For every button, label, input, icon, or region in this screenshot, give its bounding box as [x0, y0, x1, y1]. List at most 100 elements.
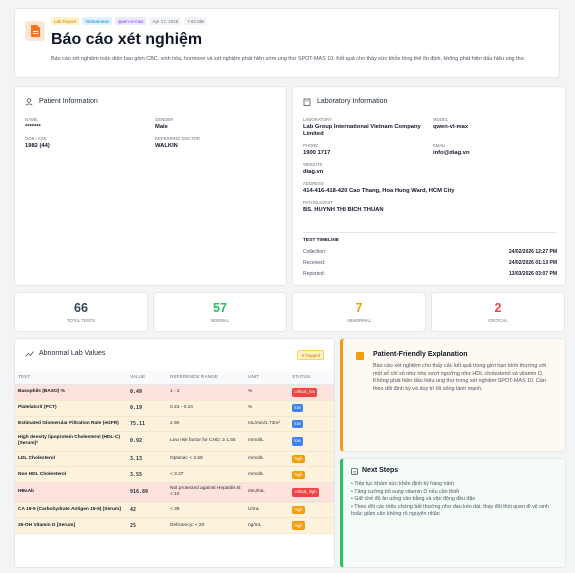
unit: mmol/L	[245, 431, 289, 452]
field-label: WEBSITE	[303, 162, 323, 167]
unit: mmol/L	[245, 466, 289, 484]
table-row: Non HDL Cholesterol 3.55 < 3.37 mmol/L high	[15, 466, 334, 484]
test-value: 0.49	[127, 384, 167, 401]
unit: mIU/mL	[245, 482, 289, 503]
status-badge: low	[292, 403, 304, 413]
field-label: PHONE	[303, 143, 319, 148]
next-step: Theo dõi các triệu chứng bất thường như …	[351, 504, 556, 519]
table-row: CA 19-9 (Carbohydrate Antigen 19-9) [Ser…	[15, 502, 334, 519]
test-value: 0.92	[127, 431, 167, 452]
field: EMAIL info@diag.vn	[433, 143, 563, 157]
test-name: Estimated Glomerular Filtration Rate (eG…	[15, 416, 127, 433]
field-label: REFERRING DOCTOR	[155, 136, 201, 141]
table-row: Basophils (BASO) % 0.49 1 - 2% critical_low	[15, 384, 334, 401]
timeline-value: 24/02/2026 12:27 PM	[508, 249, 557, 255]
test-name: Basophils (BASO) %	[15, 384, 127, 401]
table-header: TEST VALUE REFERENCE RANGE UNIT STATUS	[15, 371, 334, 385]
stat-card: 2 CRITICAL	[431, 292, 565, 332]
explanation-card: Patient-Friendly Explanation Báo cáo xét…	[340, 338, 566, 452]
field-value: info@diag.vn	[433, 150, 470, 156]
column-header: REFERENCE RANGE	[167, 371, 245, 385]
card-title: Laboratory Information	[317, 98, 388, 105]
test-value: 75.11	[127, 416, 167, 433]
timeline-label: Collection:	[303, 249, 327, 255]
table-body: Basophils (BASO) % 0.49 1 - 2% critical_low…	[15, 384, 334, 534]
field-label: NAME	[25, 117, 38, 122]
card-title: Abnormal Lab Values	[39, 350, 106, 357]
stat-card: 57 NORMAL	[153, 292, 287, 332]
test-value: 42	[127, 502, 167, 519]
unit: ng/mL	[245, 517, 289, 534]
next-step: Tiếp tục khám sức khỏe định kỳ hàng năm	[351, 481, 556, 489]
header-card: Lab Report Vietnamese qwen-vl-max Apr 17, 2…	[14, 8, 560, 78]
table-row: Estimated Glomerular Filtration Rate (eG…	[15, 416, 334, 433]
flagged-badge: 9 flagged	[297, 350, 324, 360]
field-value: 1900 1717	[303, 150, 331, 156]
patient-card: Patient Information NAME ******* GENDER Mal…	[14, 86, 287, 286]
field: MODEL qwen-vl-max	[433, 117, 563, 138]
field: GENDER Male	[155, 117, 285, 131]
status-badge: low	[292, 419, 304, 429]
reference-range: ≥ 90	[167, 416, 245, 433]
column-header: UNIT	[245, 371, 289, 385]
field-label: LABORATORY	[303, 117, 332, 122]
field: DOB / AGE 1982 (44)	[25, 136, 155, 150]
test-name: Platelatcrit (PCT)	[15, 400, 127, 417]
table-row: Platelatcrit (PCT) 0.19 0.23 - 0.24% low	[15, 400, 334, 417]
field: ADDRESS 414-416-418-420 Cao Thang, Hoa Hu…	[303, 181, 563, 195]
test-value: 3.13	[127, 451, 167, 468]
test-value: 25	[127, 517, 167, 534]
timeline-label: Received:	[303, 260, 326, 266]
field-label: EMAIL	[433, 143, 446, 148]
stat-card: 66 TOTAL TESTS	[14, 292, 148, 332]
status-cell: high	[289, 517, 334, 534]
stat-value: 57	[213, 301, 227, 315]
test-name: CA 19-9 (Carbohydrate Antigen 19-9) [Ser…	[15, 502, 127, 519]
reference-range: < 39	[167, 502, 245, 519]
reference-range: Not protected against Hepatitis B: < 10	[167, 482, 245, 503]
card-title: Patient Information	[39, 98, 98, 105]
column-header: TEST	[15, 371, 127, 385]
reference-range: Optimal: < 2.59	[167, 451, 245, 468]
test-name: HBsAb	[15, 482, 127, 503]
status-badge: high	[292, 470, 305, 479]
reference-range: Deficiency: < 20	[167, 517, 245, 534]
field-label: PATHOLOGIST	[303, 200, 333, 205]
timeline-row: Collection: 24/02/2026 12:27 PM	[303, 249, 557, 260]
field-value: 414-416-418-420 Cao Thang, Hoa Hung Ward…	[303, 188, 455, 194]
field-value: Male	[155, 124, 168, 130]
table-row: HBsAb 916.89 Not protected against Hepatit…	[15, 482, 334, 503]
status-badge: high	[292, 521, 305, 530]
table-row: High density lipoprotein Cholesterol (HD…	[15, 431, 334, 452]
status-badge: critical_high	[292, 488, 320, 497]
field: PATHOLOGIST BS. HUYNH THI BICH THUAN	[303, 200, 563, 214]
abnormal-card: Abnormal Lab Values 9 flagged TEST VALUE R…	[14, 338, 335, 568]
report-description: Báo cáo xét nghiệm toàn diện bao gồm CBC…	[51, 56, 526, 62]
field-value: Lab Group International Vietnam Company …	[303, 124, 421, 137]
reference-range: Low risk factor for CHD: ≥ 1.55	[167, 431, 245, 452]
field-value: BS. HUYNH THI BICH THUAN	[303, 207, 384, 213]
unit: %	[245, 400, 289, 417]
laboratory-card: Laboratory Information LABORATORY Lab Gro…	[292, 86, 566, 286]
next-steps-list: Tiếp tục khám sức khỏe định kỳ hàng năm T…	[351, 481, 556, 519]
patient-fields: NAME ******* GENDER Male DOB / AGE 1982 (44) R…	[25, 117, 285, 150]
field: PHONE 1900 1717	[303, 143, 433, 157]
status-cell: low	[289, 431, 334, 452]
abnormal-table: TEST VALUE REFERENCE RANGE UNIT STATUS Basop…	[15, 371, 334, 534]
tag: qwen-vl-max	[114, 17, 147, 25]
field: REFERRING DOCTOR WALKIN	[155, 136, 285, 150]
unit: U/mL	[245, 502, 289, 519]
test-value: 916.89	[127, 482, 167, 503]
timeline-row: Reported: 13/03/2026 03:07 PM	[303, 271, 557, 282]
status-cell: high	[289, 466, 334, 484]
status-cell: low	[289, 416, 334, 433]
stat-label: NORMAL	[210, 318, 230, 323]
test-timeline: TEST TIMELINE Collection: 24/02/2026 12:2…	[303, 232, 557, 282]
tag: Apr 17, 2026	[149, 17, 182, 25]
stat-label: ABNORMAL	[346, 318, 372, 323]
stat-label: TOTAL TESTS	[66, 318, 96, 323]
unit: mL/min/1.73m²	[245, 416, 289, 433]
table-row: 25-OH Vitamin D [Serum] 25 Deficiency: < 2…	[15, 517, 334, 534]
column-header: STATUS	[289, 371, 334, 385]
